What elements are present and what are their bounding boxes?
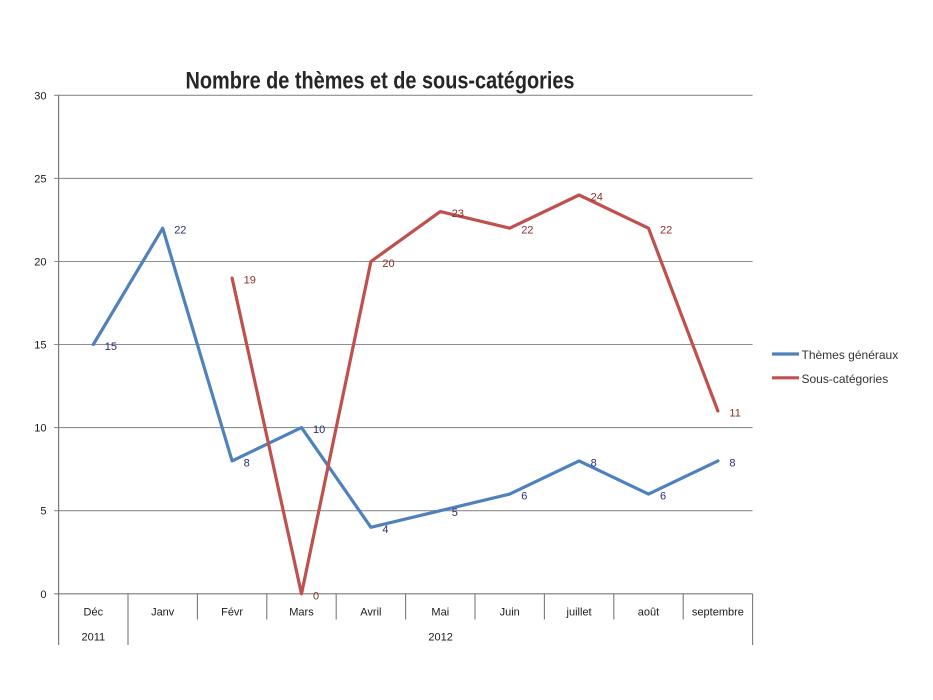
svg-text:Mai: Mai <box>431 607 449 619</box>
svg-text:22: 22 <box>174 225 186 237</box>
svg-text:15: 15 <box>34 340 46 352</box>
svg-text:septembre: septembre <box>692 607 744 619</box>
svg-text:25: 25 <box>34 173 46 185</box>
svg-text:8: 8 <box>244 457 250 469</box>
svg-text:10: 10 <box>313 424 325 436</box>
svg-text:4: 4 <box>382 524 388 536</box>
svg-text:Juin: Juin <box>500 607 520 619</box>
svg-text:6: 6 <box>521 491 527 503</box>
svg-text:Nombre de thèmes et de sous-ca: Nombre de thèmes et de sous-catégories <box>186 68 575 95</box>
svg-text:30: 30 <box>34 90 46 102</box>
svg-text:20: 20 <box>34 257 46 269</box>
svg-text:8: 8 <box>729 457 735 469</box>
svg-text:0: 0 <box>40 589 46 601</box>
svg-text:Déc: Déc <box>84 607 104 619</box>
svg-text:0: 0 <box>313 590 319 602</box>
svg-text:19: 19 <box>244 275 256 287</box>
svg-text:Thèmes généraux: Thèmes généraux <box>802 348 899 362</box>
svg-text:Févr: Févr <box>221 607 243 619</box>
svg-text:8: 8 <box>591 457 597 469</box>
svg-text:Mars: Mars <box>289 607 314 619</box>
svg-text:11: 11 <box>729 408 740 420</box>
svg-text:22: 22 <box>660 225 672 237</box>
svg-text:juillet: juillet <box>566 607 592 619</box>
svg-text:août: août <box>638 607 659 619</box>
svg-text:5: 5 <box>452 507 458 519</box>
svg-text:Janv: Janv <box>151 607 175 619</box>
svg-text:Avril: Avril <box>360 607 381 619</box>
svg-text:23: 23 <box>452 208 464 220</box>
svg-text:6: 6 <box>660 491 666 503</box>
svg-text:10: 10 <box>34 423 46 435</box>
svg-text:Sous-catégories: Sous-catégories <box>802 372 889 386</box>
svg-text:5: 5 <box>40 506 46 518</box>
svg-text:22: 22 <box>521 225 533 237</box>
svg-text:24: 24 <box>591 192 603 204</box>
svg-text:15: 15 <box>105 341 117 353</box>
svg-text:2011: 2011 <box>81 632 105 644</box>
svg-text:2012: 2012 <box>428 632 452 644</box>
svg-text:20: 20 <box>382 258 394 270</box>
